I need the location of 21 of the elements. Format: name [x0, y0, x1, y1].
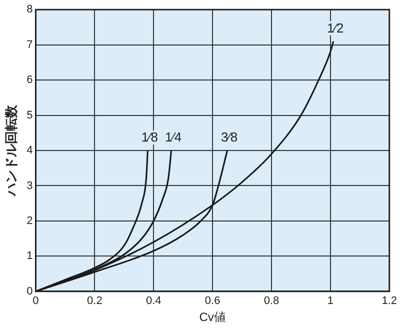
series-label: 1⁄2	[327, 20, 344, 36]
y-tick-label: 8	[26, 4, 33, 16]
x-tick-label: 1	[327, 295, 334, 308]
y-tick-label: 7	[26, 38, 33, 51]
series-label: 1⁄4	[164, 130, 182, 145]
y-tick-label: 1	[26, 250, 33, 262]
x-axis-title: Cv値	[199, 310, 226, 324]
y-axis-title: ハンドル回転数	[3, 104, 18, 197]
x-tick-label: 1.2	[382, 295, 398, 308]
y-tick-label: 6	[26, 74, 33, 86]
series-label: 1⁄8	[141, 130, 158, 145]
y-tick-label: 5	[26, 109, 33, 122]
y-tick-label: 0	[26, 285, 33, 298]
y-tick-label: 4	[26, 144, 33, 157]
x-tick-label: 0.4	[146, 295, 162, 308]
x-tick-label: 0.6	[204, 295, 220, 308]
y-tick-label: 2	[26, 214, 33, 227]
x-tick-label: 0.2	[87, 295, 102, 308]
x-tick-label: 0.8	[264, 295, 280, 308]
y-tick-label: 3	[26, 180, 33, 192]
series-label: 3⁄8	[220, 130, 238, 145]
